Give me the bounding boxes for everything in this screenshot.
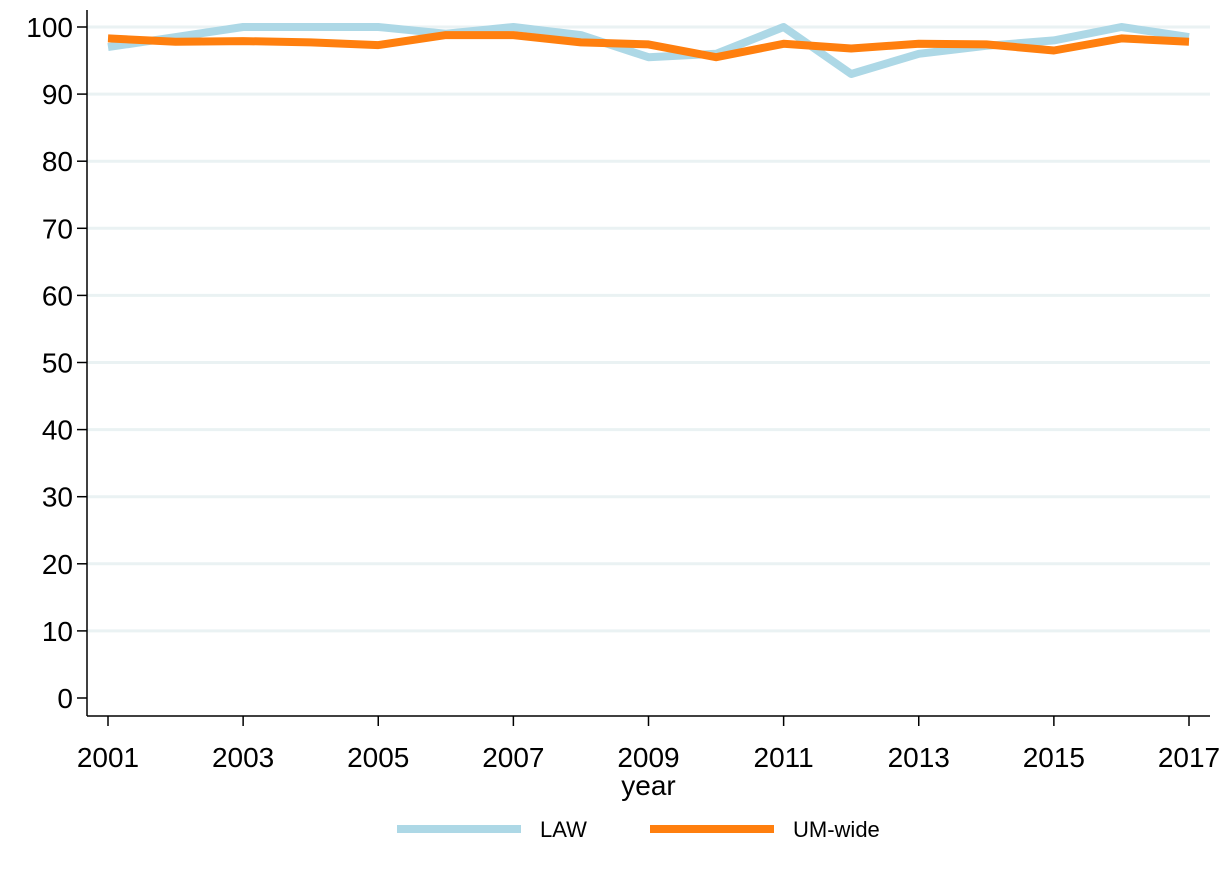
y-tick-label: 0 (57, 683, 73, 714)
x-tick-label: 2017 (1158, 742, 1220, 773)
series-lines (107, 23, 1190, 78)
y-tick-label: 40 (42, 415, 73, 446)
x-axis-title: year (621, 770, 675, 801)
y-tick-label: 60 (42, 280, 73, 311)
gridlines (87, 25, 1210, 633)
x-tick-label: 2007 (482, 742, 544, 773)
y-tick-label: 10 (42, 616, 73, 647)
y-tick-label: 90 (42, 79, 73, 110)
y-tick-label: 100 (26, 12, 73, 43)
x-axis-ticks: 2001 2003 2005 2007 2009 2011 2013 2015 2017 (77, 716, 1220, 773)
x-tick-label: 2011 (754, 742, 814, 773)
legend-label: LAW (540, 817, 587, 842)
x-tick-label: 2005 (347, 742, 409, 773)
x-tick-label: 2001 (77, 742, 139, 773)
x-tick-label: 2003 (212, 742, 274, 773)
x-tick-label: 2015 (1023, 742, 1085, 773)
x-tick-label: 2013 (888, 742, 950, 773)
legend-label: UM-wide (793, 817, 880, 842)
y-tick-label: 30 (42, 482, 73, 513)
y-tick-label: 70 (42, 213, 73, 244)
x-tick-label: 2009 (617, 742, 679, 773)
y-tick-label: 50 (42, 348, 73, 379)
y-axis-ticks: 0 10 20 30 40 50 60 70 80 90 100 (26, 12, 87, 714)
series-line-um-wide (107, 31, 1190, 62)
y-tick-label: 20 (42, 549, 73, 580)
legend: LAW UM-wide (397, 817, 880, 842)
y-tick-label: 80 (42, 146, 73, 177)
